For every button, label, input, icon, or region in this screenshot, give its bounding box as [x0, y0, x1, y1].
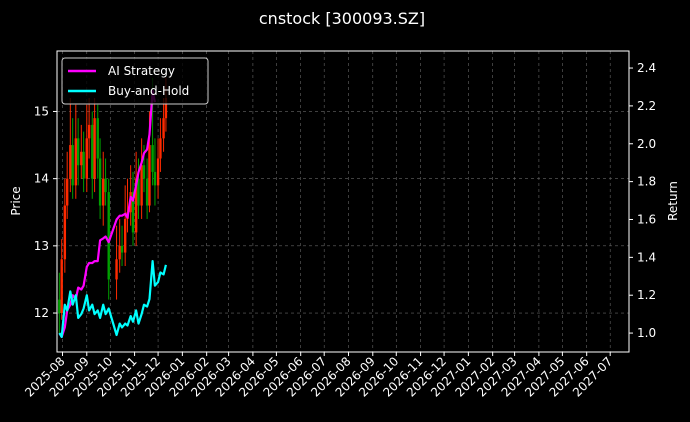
candle-body: [80, 151, 83, 166]
left-tick-label: 15: [34, 104, 49, 118]
candle-body: [93, 118, 96, 179]
candle-body: [71, 145, 74, 186]
candle-body: [115, 259, 118, 280]
right-tick-label: 1.8: [637, 175, 656, 189]
legend-box: [61, 57, 209, 105]
candle-body: [151, 145, 154, 172]
left-tick-label: 13: [34, 239, 49, 253]
candle-body: [65, 178, 69, 206]
candle-body: [76, 138, 80, 166]
candle-body: [142, 165, 146, 179]
candle-body: [148, 145, 151, 206]
left-axis: 12 13 14 15: [34, 104, 57, 320]
candle-body: [91, 124, 94, 179]
candle-body: [87, 124, 91, 139]
right-tick-label: 2.2: [637, 99, 656, 113]
buy-and-hold-line: [58, 260, 167, 338]
right-tick-label: 2.4: [637, 61, 656, 75]
candle-body: [98, 158, 102, 206]
candle-body: [82, 151, 85, 179]
candle-body: [107, 192, 110, 280]
legend-label-buy-and-hold: Buy-and-Hold: [108, 84, 189, 98]
candle-body: [123, 218, 127, 253]
candle-body: [60, 259, 63, 314]
candle-body: [104, 178, 107, 193]
candle-body: [102, 178, 105, 206]
candle-body: [156, 158, 160, 186]
right-tick-label: 2.0: [637, 137, 656, 151]
candle-body: [137, 178, 140, 206]
candle-body: [140, 165, 143, 206]
right-tick-label: 1.6: [637, 212, 656, 226]
right-axis-label: Return: [666, 181, 680, 221]
candle-body: [164, 98, 168, 119]
right-tick-label: 1.2: [637, 288, 656, 302]
candle-body: [131, 192, 135, 233]
candle-body: [153, 171, 157, 186]
candle-body: [162, 118, 165, 139]
left-tick-label: 12: [34, 306, 49, 320]
candle-body: [145, 178, 149, 206]
plot-frame: [56, 50, 630, 353]
left-axis-label: Price: [9, 186, 23, 215]
right-axis: 1.0 1.2 1.4 1.6 1.8 2.0 2.2 2.4: [629, 61, 656, 340]
candle-body: [85, 138, 88, 179]
right-tick-label: 1.0: [637, 326, 656, 340]
left-tick-label: 14: [34, 172, 49, 186]
candle-body: [58, 299, 61, 314]
candle-body: [74, 138, 78, 186]
chart-title: cnstock [300093.SZ]: [259, 9, 425, 28]
right-tick-label: 1.4: [637, 250, 656, 264]
series-lines: [58, 89, 167, 338]
candle-body: [118, 245, 121, 260]
candle-body: [69, 145, 72, 179]
candle-body: [120, 245, 124, 253]
candle-body: [134, 178, 138, 233]
legend-label-ai-strategy: AI Strategy: [108, 64, 175, 78]
candle-body: [159, 138, 162, 159]
legend: AI Strategy Buy-and-Hold: [61, 57, 209, 105]
candle-body: [63, 205, 67, 260]
candle-body: [96, 118, 99, 159]
